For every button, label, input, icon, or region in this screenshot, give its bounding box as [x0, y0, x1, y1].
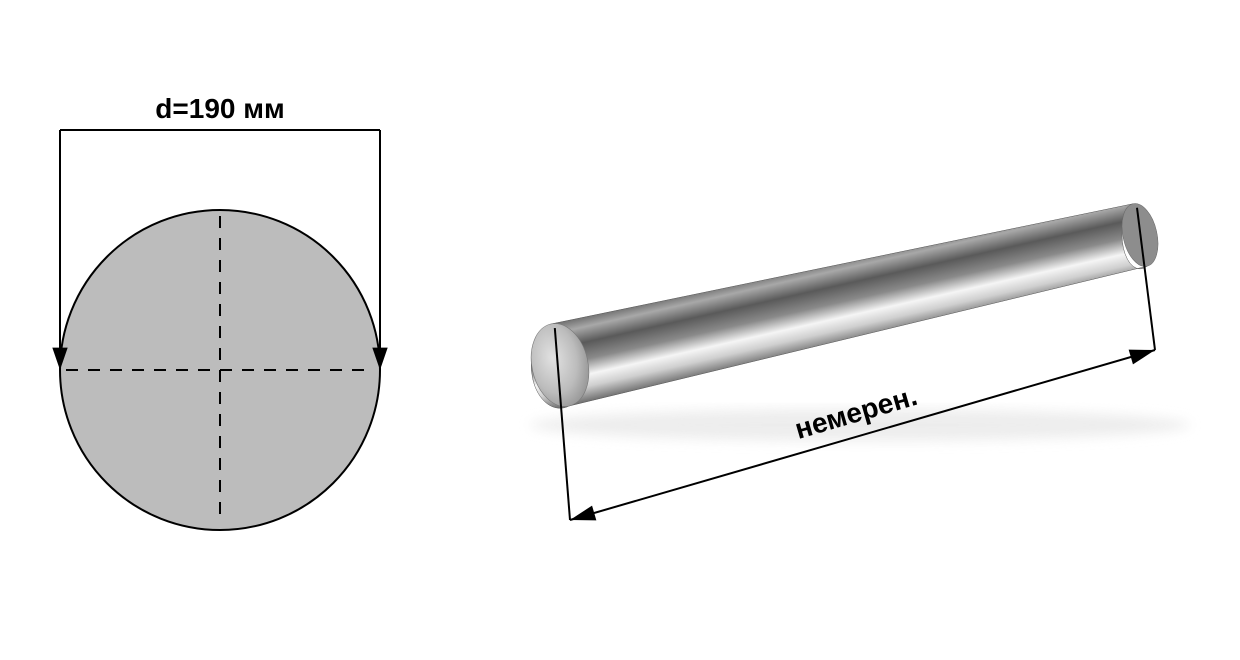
cross-section-view: d=190 мм	[52, 93, 387, 530]
rod-body	[531, 204, 1147, 408]
rod-perspective-view: немерен.	[523, 200, 1190, 520]
diagram-svg: d=190 мм немерен.	[0, 0, 1240, 660]
arrowhead-far-icon	[1129, 350, 1155, 365]
arrowhead-near-icon	[570, 506, 596, 521]
diameter-label: d=190 мм	[155, 93, 284, 124]
diagram-container: d=190 мм немерен.	[0, 0, 1240, 660]
